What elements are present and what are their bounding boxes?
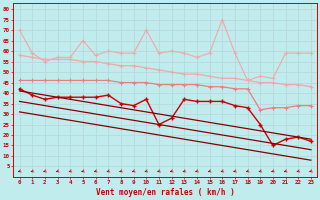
X-axis label: Vent moyen/en rafales ( km/h ): Vent moyen/en rafales ( km/h ) — [96, 188, 235, 197]
